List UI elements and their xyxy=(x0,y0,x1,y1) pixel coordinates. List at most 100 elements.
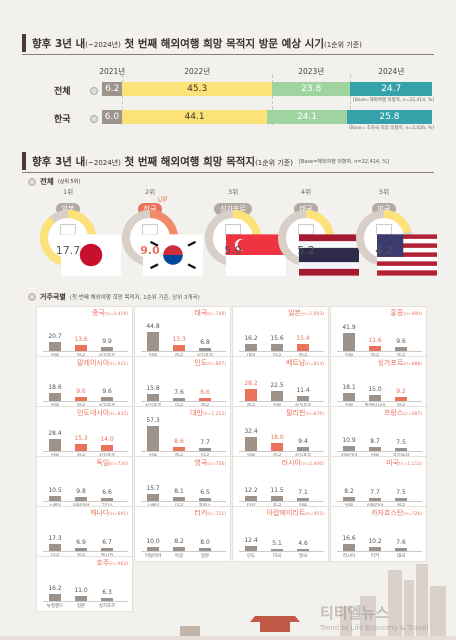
panel-baseline xyxy=(337,501,422,502)
panel-bar xyxy=(395,497,407,501)
panel-title: 베트남(n=813) xyxy=(286,358,324,368)
stack-segment: 6.0 xyxy=(102,110,122,124)
panel-title: 일본(n=1,603) xyxy=(288,308,324,318)
country-panel: 인도네시아(n=835)28.4일본15.3한국14.0싱가포르 xyxy=(36,406,133,462)
panel-bar-value: 6.5 xyxy=(200,489,210,497)
panel-bar-value: 18.0 xyxy=(270,434,284,442)
panel-sample-size: (n=748) xyxy=(207,312,226,317)
panel-bar-value: 6.8 xyxy=(200,339,210,347)
panel-baseline xyxy=(239,501,324,502)
panel-bar xyxy=(75,345,87,351)
panel-title: 프랑스(n=587) xyxy=(384,408,422,418)
country-panel: 영국(n=756)15.7스페인8.1미국6.5프랑스 xyxy=(134,456,231,512)
panel-title: 카자흐스탄(n=726) xyxy=(371,508,422,518)
panel-bar-value: 9.4 xyxy=(298,437,308,445)
panel-baseline xyxy=(239,551,324,552)
year-divider xyxy=(122,75,124,125)
panel-bar-value: 22.5 xyxy=(270,382,284,390)
panel-sample-size: (n=962) xyxy=(109,562,128,567)
panel-title: 인도네시아(n=835) xyxy=(77,408,128,418)
panel-country: 독일 xyxy=(96,459,110,467)
panel-sample-size: (n=4,419) xyxy=(104,312,128,317)
stack-segment: 24.1 xyxy=(267,110,347,124)
panel-bar xyxy=(101,548,113,551)
panel-bar-value: 6.9 xyxy=(76,539,86,546)
panel-baseline xyxy=(43,551,128,552)
panel-bar-value: 28.4 xyxy=(48,429,62,437)
country-panel: 러시아(n=1,400)12.2터키11.5중국7.1일본 xyxy=(232,456,329,512)
ring-value: 17.7 xyxy=(55,244,81,257)
panel-title: 영국(n=756) xyxy=(194,458,226,468)
panel-bar-value: 6.3 xyxy=(102,589,112,597)
panel-bar-value: 4.6 xyxy=(298,540,308,547)
panel-bar xyxy=(395,547,407,551)
panel-bar xyxy=(297,497,309,501)
panel-bar-value: 10.9 xyxy=(342,437,356,445)
panel-bar-value: 9.2 xyxy=(396,388,406,395)
country-panel: 카자흐스탄(n=726) 16.6 러시아 10.2 터키 7.6 태국 xyxy=(330,506,427,562)
panel-bar xyxy=(49,543,61,551)
row-bullet-icon xyxy=(90,87,98,95)
country-panel: 터키(n=721) 10.0 이탈리아 8.2 독일 8.0 일본 xyxy=(134,506,231,562)
panel-country: 인도 xyxy=(194,359,208,367)
watermark-tagline: Trend to Life Economy & Travel xyxy=(320,624,429,632)
japan-flag-icon xyxy=(60,224,121,276)
section1-title-rest: 첫 번째 해외여행 희망 목적지 방문 예상 시기 xyxy=(120,37,324,50)
panel-country: 홍콩 xyxy=(390,309,404,317)
panel-bar-value: 10.5 xyxy=(48,487,62,495)
ring-value: 5.2 xyxy=(297,244,315,257)
panel-bar xyxy=(49,593,61,601)
country-panel: 미국(n=1,153)8.2일본7.7이탈리아7.5영국 xyxy=(330,456,427,512)
panel-bar-value: 16.2 xyxy=(48,584,62,592)
panel-bar-label: 인도 xyxy=(246,554,256,559)
panel-bar-value: 20.7 xyxy=(48,333,62,341)
panel-bar-value: 15.4 xyxy=(296,335,310,343)
thailand-flag-icon xyxy=(298,224,359,276)
overall-subheader-note: (상위 5위) xyxy=(57,179,81,185)
panel-bar-value: 11.6 xyxy=(368,336,382,344)
country-panel: 프랑스(n=587)10.9이탈리아8.7일본7.5포르투갈 xyxy=(330,406,427,462)
ring-chart: 9.0 xyxy=(120,208,203,276)
panel-bar-value: 10.0 xyxy=(146,537,160,545)
panel-title: 터키(n=721) xyxy=(194,508,226,518)
section2-base-note: [Base=해외여행 의향자, n=22,414, %] xyxy=(298,158,389,165)
panel-bar xyxy=(173,447,185,451)
panel-country: 태국 xyxy=(194,309,208,317)
panel-country: 영국 xyxy=(194,459,208,467)
panel-bar xyxy=(147,331,159,351)
panel-bar xyxy=(75,548,87,551)
panel-country: 베트남 xyxy=(285,359,306,367)
country-panel: 캐나다(n=691)17.3미국6.9영국6.7멕시코 xyxy=(36,506,133,562)
panel-bar-value: 32.4 xyxy=(244,427,258,435)
panel-baseline xyxy=(141,401,226,402)
panel-title: 홍콩(n=900) xyxy=(390,308,422,318)
panel-bar-value: 7.7 xyxy=(370,488,380,496)
stack-segment: 25.8 xyxy=(346,110,432,124)
base-note: [Base=해외여행 의향자, n=22,414, %] xyxy=(352,98,434,103)
panel-bar xyxy=(297,396,309,401)
korea-flag-icon xyxy=(142,224,203,276)
panel-bar xyxy=(147,394,159,401)
panel-bar xyxy=(395,346,407,351)
country-panel: 싱가포르(n=688)18.1일본15.0말레이시아9.2한국 xyxy=(330,356,427,412)
panel-baseline xyxy=(43,451,128,452)
panel-bar-value: 44.8 xyxy=(146,322,160,330)
panel-bar xyxy=(271,344,283,351)
panel-country: 카자흐스탄 xyxy=(371,509,404,517)
panel-bar-label: 일본 xyxy=(200,554,210,559)
panel-bar xyxy=(369,497,381,501)
ring-chart: 4.2 xyxy=(354,208,437,276)
panel-bar xyxy=(49,496,61,501)
panel-country: 중국 xyxy=(92,309,105,317)
base-note: [Base= 초차국 희망 의향자, n=2,026, %] xyxy=(348,126,434,131)
usa-flag-icon xyxy=(376,224,437,276)
section1-title-suffix: (1순위 기준) xyxy=(323,40,362,49)
panel-bar-value: 6.7 xyxy=(102,539,112,547)
panel-bar-label: 일본 xyxy=(76,604,86,609)
section2-title-paren: (~2024년) xyxy=(85,158,121,167)
panel-bar-value: 13.6 xyxy=(74,336,88,344)
country-panel: 대만(n=1,253)57.3일본8.6한국7.7미국 xyxy=(134,406,231,462)
panel-bar-value: 15.6 xyxy=(270,335,284,343)
panel-country: 호주 xyxy=(96,559,110,567)
